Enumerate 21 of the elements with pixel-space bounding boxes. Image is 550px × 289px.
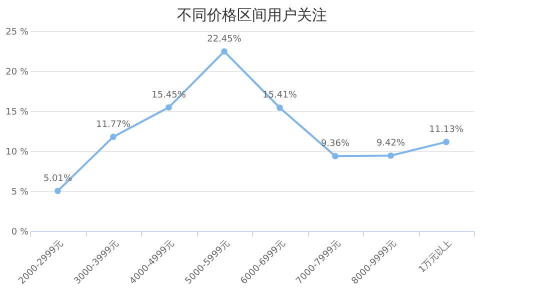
y-tick-label: 5 % bbox=[11, 188, 29, 198]
point bbox=[332, 152, 338, 160]
y-tick-label: 15 % bbox=[6, 108, 29, 118]
point bbox=[110, 134, 116, 140]
y-tick-label: 10 % bbox=[6, 148, 29, 158]
data-label: 11.77% bbox=[96, 120, 131, 130]
chart-title: 不同价格区间用户关注 bbox=[177, 6, 327, 24]
data-label: 9.36% bbox=[320, 139, 350, 150]
y-tick-label: 20 % bbox=[6, 68, 29, 78]
data-label: 9.42% bbox=[376, 138, 406, 149]
point bbox=[276, 104, 283, 111]
point bbox=[221, 48, 228, 55]
point bbox=[166, 104, 172, 111]
data-label: 22.45% bbox=[207, 34, 242, 44]
x-tick-label: 1万元以上 bbox=[416, 238, 454, 276]
y-tick-label: 25 % bbox=[6, 28, 29, 38]
y-tick-label: 0 % bbox=[11, 228, 29, 238]
data-label: 11.13% bbox=[429, 124, 464, 135]
point bbox=[54, 188, 61, 194]
point bbox=[443, 138, 450, 146]
point bbox=[388, 152, 394, 159]
